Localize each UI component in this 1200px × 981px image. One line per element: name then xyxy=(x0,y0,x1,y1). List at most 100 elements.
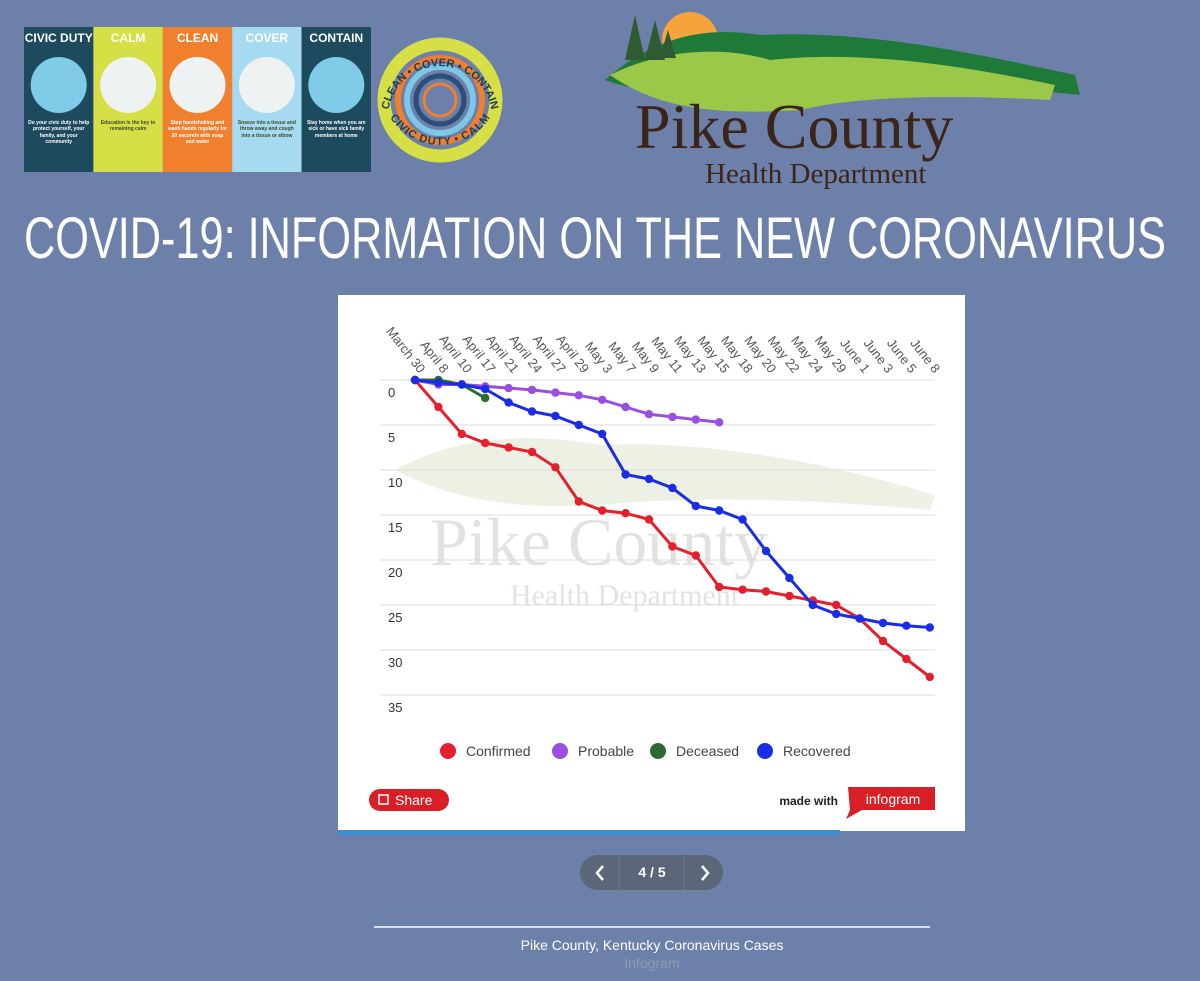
caption-source: Infogram xyxy=(624,955,679,971)
data-point xyxy=(527,407,537,416)
brand[interactable]: infogram xyxy=(866,791,920,807)
data-point xyxy=(574,391,583,400)
logo-subtitle: Health Department xyxy=(705,158,926,190)
data-point xyxy=(574,420,583,430)
data-point xyxy=(527,385,537,395)
data-point xyxy=(668,483,677,493)
y-tick-label: 5 xyxy=(388,430,395,445)
data-point xyxy=(481,393,490,403)
data-point xyxy=(574,497,583,506)
panel-text: Do your civic duty to help protect yours… xyxy=(28,120,90,145)
data-point xyxy=(668,412,677,422)
data-point xyxy=(925,672,934,682)
panel-text: Sneeze into a tissue and throw away and … xyxy=(237,120,296,139)
data-point xyxy=(481,438,490,448)
data-point xyxy=(457,429,466,439)
data-point xyxy=(832,609,841,619)
next-button[interactable] xyxy=(701,865,710,881)
data-point xyxy=(457,380,466,389)
panel-text-box: Do your civic duty to help protect yours… xyxy=(28,120,90,145)
y-tick-label: 35 xyxy=(388,700,402,715)
share-button[interactable]: Share xyxy=(369,789,449,811)
pager-label: 4 / 5 xyxy=(638,864,665,880)
legend-label: Probable xyxy=(578,743,634,759)
legend-swatch xyxy=(757,743,773,759)
legend-swatch xyxy=(440,743,456,759)
data-point xyxy=(738,515,747,524)
panel-text: Stop handshaking and wash hands regularl… xyxy=(167,120,228,145)
share-bg[interactable] xyxy=(369,789,449,811)
y-tick-label: 25 xyxy=(388,610,402,625)
data-point xyxy=(644,515,654,524)
data-point xyxy=(551,388,560,397)
data-point xyxy=(504,398,513,407)
data-point xyxy=(621,509,630,518)
data-point xyxy=(598,506,607,515)
data-point xyxy=(761,546,771,556)
data-point xyxy=(902,654,911,664)
data-point xyxy=(691,551,700,560)
data-point xyxy=(715,418,724,427)
data-point xyxy=(878,618,888,628)
data-point xyxy=(808,600,817,610)
pager: 4 / 5 xyxy=(580,855,723,890)
panel-text-box: Sneeze into a tissue and throw away and … xyxy=(237,120,296,139)
legend-swatch xyxy=(552,743,568,759)
legend-label: Recovered xyxy=(783,743,851,759)
logo-name: Pike County xyxy=(635,91,953,162)
caption-title: Pike County, Kentucky Coronavirus Cases xyxy=(521,937,784,953)
data-point xyxy=(621,402,630,412)
watermark-subtitle: Health Department xyxy=(510,579,740,612)
panel-text: Education is the key to remaining calm xyxy=(100,120,156,133)
progress-bar xyxy=(338,830,840,835)
data-point xyxy=(855,614,864,623)
data-point xyxy=(644,474,654,484)
data-point xyxy=(715,582,724,592)
data-point xyxy=(598,429,607,439)
y-tick-label: 15 xyxy=(388,520,402,535)
data-point xyxy=(691,415,700,424)
data-point xyxy=(598,395,607,404)
data-point xyxy=(878,636,888,646)
brand-badge[interactable] xyxy=(846,787,935,819)
panel-text-box: Education is the key to remaining calm xyxy=(100,120,156,133)
y-tick-label: 30 xyxy=(388,655,402,670)
watermark-name: Pike County xyxy=(430,504,768,580)
data-point xyxy=(738,585,747,594)
data-point xyxy=(527,447,537,457)
data-point xyxy=(410,375,420,385)
panel-illustration xyxy=(238,57,295,113)
made-with: made with xyxy=(779,794,838,808)
badge: CLEAN • COVER • CONTAIN CIVIC DUTY • CAL… xyxy=(377,37,503,163)
logo: Pike County Health Department xyxy=(605,12,1080,190)
data-point xyxy=(551,411,560,421)
data-point xyxy=(504,383,513,393)
data-point xyxy=(761,587,771,596)
data-point xyxy=(785,573,794,583)
panel-title: CLEAN xyxy=(177,31,218,45)
data-point xyxy=(434,378,443,387)
panel-text-box: Stop handshaking and wash hands regularl… xyxy=(167,120,228,145)
data-point xyxy=(902,621,911,630)
panel-title: CONTAIN xyxy=(309,31,363,45)
data-point xyxy=(621,470,630,479)
panel-illustration xyxy=(30,57,87,113)
panel-title: COVER xyxy=(246,31,289,45)
panel-illustration xyxy=(100,57,157,113)
legend-swatch xyxy=(650,743,666,759)
data-point xyxy=(925,623,934,632)
share-label[interactable]: Share xyxy=(395,792,433,808)
data-point xyxy=(434,402,443,412)
legend-label: Confirmed xyxy=(466,743,531,759)
poster-panels: CIVIC DUTY Do your civic duty to help pro… xyxy=(24,27,371,172)
prev-button[interactable] xyxy=(595,865,604,881)
page-title: COVID-19: INFORMATION ON THE NEW CORONAV… xyxy=(24,206,1166,271)
data-point xyxy=(691,501,700,511)
y-tick-label: 20 xyxy=(388,565,402,580)
legend-label: Deceased xyxy=(676,743,739,759)
panel-illustration xyxy=(308,57,365,113)
data-point xyxy=(504,443,513,452)
data-point xyxy=(551,463,560,472)
y-tick-label: 10 xyxy=(388,475,402,490)
